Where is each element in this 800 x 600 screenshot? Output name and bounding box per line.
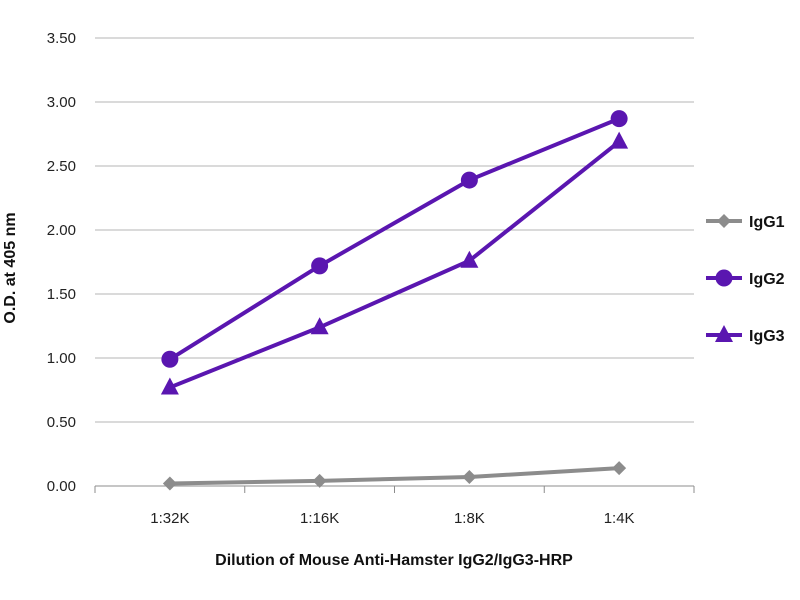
data-point-igg2	[311, 257, 329, 275]
legend: IgG1 IgG2 IgG3	[706, 214, 785, 345]
series-group	[160, 110, 629, 491]
data-point-igg3	[460, 250, 479, 268]
series-igg1	[162, 461, 627, 491]
y-tick-label: 3.00	[47, 94, 76, 111]
legend-item-igg3: IgG3	[706, 325, 785, 345]
legend-item-igg1: IgG1	[706, 214, 785, 231]
y-tick-label: 1.50	[47, 286, 76, 303]
data-point-igg3	[160, 377, 179, 395]
legend-marker-igg3	[715, 325, 733, 342]
x-axis-ticks: 1:32K 1:16K 1:8K 1:4K	[94, 486, 695, 527]
x-tick-label: 1:32K	[150, 510, 189, 527]
data-point-igg2	[161, 350, 179, 368]
legend-marker-igg2	[715, 269, 733, 287]
data-point-igg1	[162, 476, 177, 491]
y-tick-label: 1.00	[47, 350, 76, 367]
gridlines	[95, 37, 694, 423]
data-point-igg3	[310, 317, 329, 335]
y-axis-ticks: 0.00 0.50 1.00 1.50 2.00 2.50 3.00 3.50	[47, 30, 76, 495]
legend-item-igg2: IgG2	[706, 269, 785, 288]
x-axis-title: Dilution of Mouse Anti-Hamster IgG2/IgG3…	[215, 552, 573, 569]
y-tick-label: 3.50	[47, 30, 76, 47]
series-line-igg1	[167, 466, 622, 486]
data-point-igg3	[610, 131, 629, 149]
y-tick-label: 0.50	[47, 414, 76, 431]
x-tick-label: 1:8K	[454, 510, 485, 527]
series-line-igg2	[167, 116, 622, 362]
series-igg2	[161, 110, 628, 368]
legend-label-igg1: IgG1	[749, 214, 785, 231]
y-tick-label: 2.00	[47, 222, 76, 239]
series-line-igg3	[167, 139, 622, 390]
y-tick-label: 2.50	[47, 158, 76, 175]
legend-marker-igg1	[717, 214, 731, 228]
data-point-igg2	[460, 171, 478, 189]
data-point-igg1	[312, 473, 327, 488]
x-tick-label: 1:4K	[604, 510, 635, 527]
x-tick-label: 1:16K	[300, 510, 339, 527]
y-tick-label: 0.00	[47, 478, 76, 495]
data-point-igg2	[610, 110, 628, 128]
legend-label-igg3: IgG3	[749, 328, 785, 345]
y-axis-title: O.D. at 405 nm	[2, 212, 19, 323]
data-point-igg1	[462, 470, 477, 485]
legend-label-igg2: IgG2	[749, 271, 785, 288]
data-point-igg1	[612, 461, 627, 476]
series-igg3	[160, 131, 629, 395]
